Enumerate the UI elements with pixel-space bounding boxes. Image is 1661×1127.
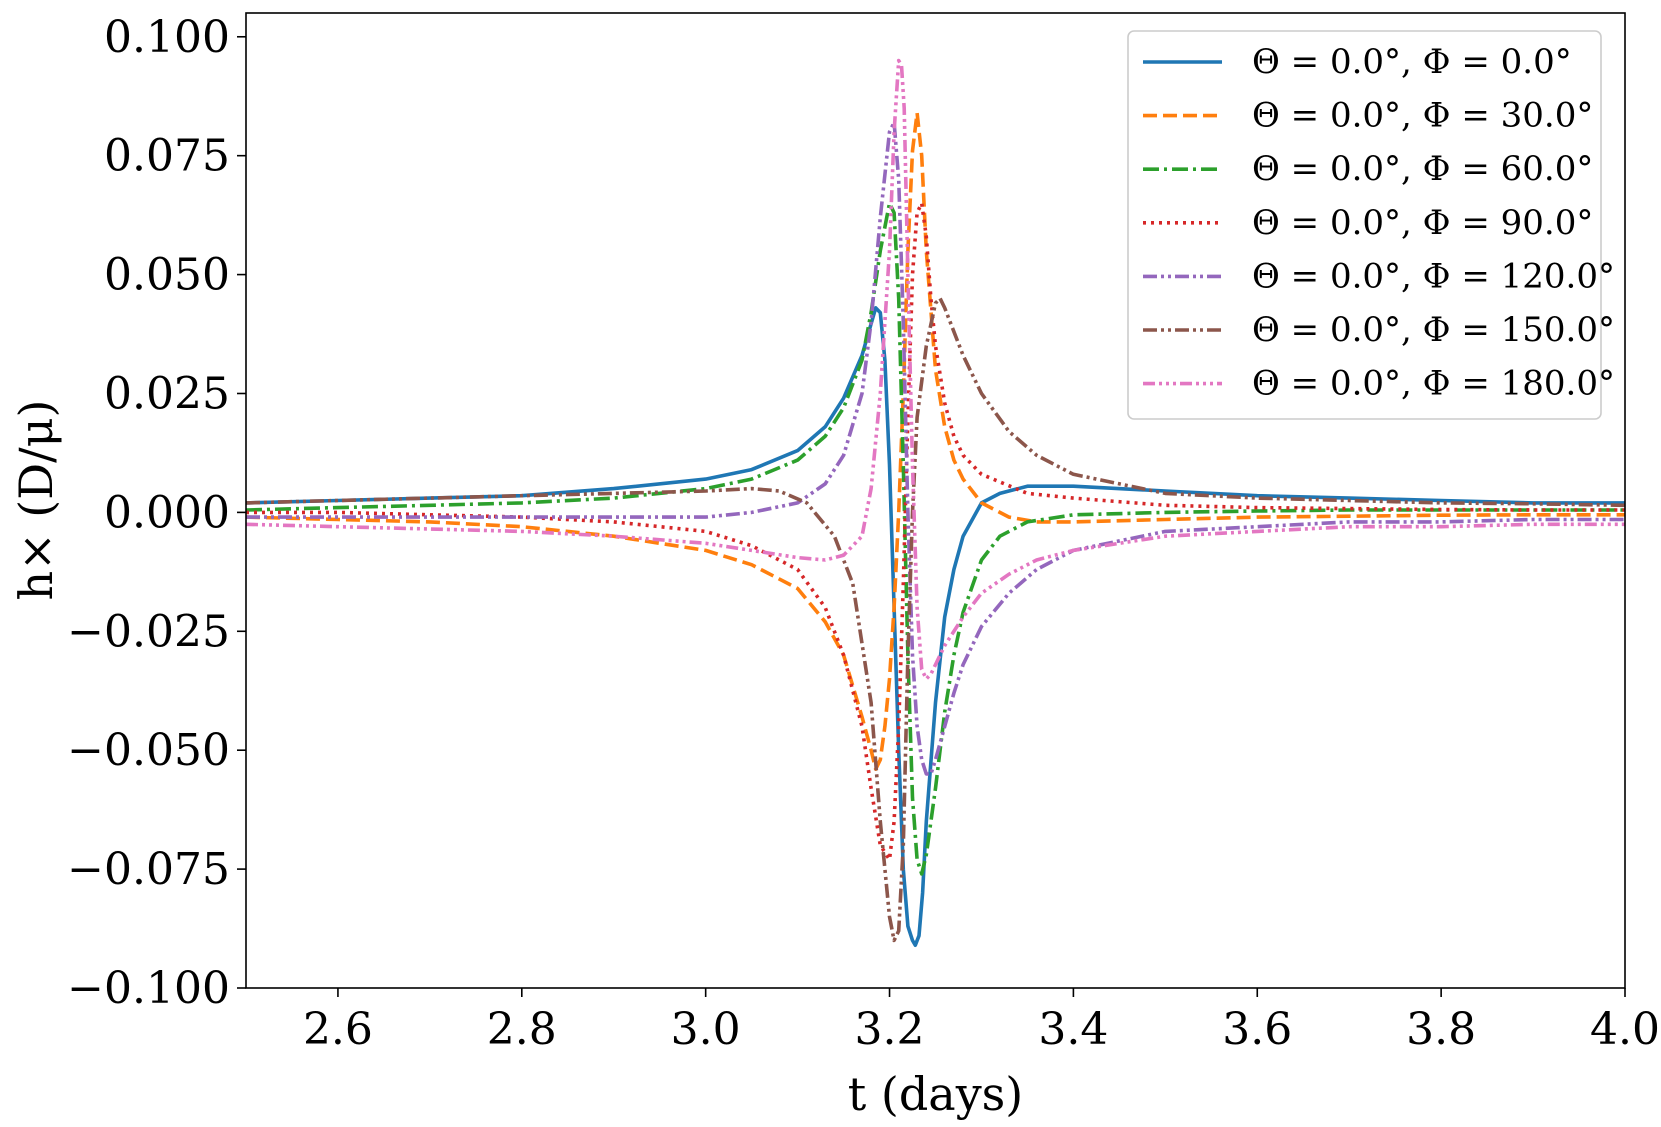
x-tick-label: 3.0 xyxy=(671,1004,741,1055)
series-line-1 xyxy=(246,306,1625,947)
legend-label-2: Θ = 0.0°, Φ = 30.0° xyxy=(1252,96,1593,136)
x-tick-label: 3.8 xyxy=(1406,1004,1476,1055)
legend-label-7: Θ = 0.0°, Φ = 180.0° xyxy=(1252,364,1615,404)
y-tick-label: 0.025 xyxy=(104,368,230,419)
legend: Θ = 0.0°, Φ = 0.0° Θ = 0.0°, Φ = 30.0° Θ =… xyxy=(1127,30,1615,420)
y-axis-label: h× (D/μ) xyxy=(9,400,63,601)
legend-box xyxy=(1127,30,1602,420)
x-tick-label: 2.6 xyxy=(303,1004,373,1055)
x-tick-label: 3.2 xyxy=(855,1004,925,1055)
series-line-6 xyxy=(246,296,1625,943)
y-tick-label: −0.025 xyxy=(67,606,230,657)
series-line-2 xyxy=(246,111,1625,771)
legend-label-6: Θ = 0.0°, Φ = 150.0° xyxy=(1252,310,1615,350)
series-layer xyxy=(246,58,1625,947)
y-tick-label: 0.100 xyxy=(104,12,230,63)
x-ticks: 2.6 2.8 3.0 3.2 3.4 3.6 3.8 4.0 xyxy=(303,988,1660,1055)
y-tick-label: 0.000 xyxy=(104,487,230,538)
x-tick-label: 2.8 xyxy=(487,1004,557,1055)
series-line-4 xyxy=(246,201,1625,862)
legend-label-4: Θ = 0.0°, Φ = 90.0° xyxy=(1252,203,1593,243)
x-tick-label: 4.0 xyxy=(1590,1004,1660,1055)
y-ticks: −0.100 −0.075 −0.050 −0.025 0.000 0.025 0.050 0… xyxy=(67,12,246,1014)
y-tick-label: 0.075 xyxy=(104,131,230,182)
x-tick-label: 3.6 xyxy=(1222,1004,1292,1055)
y-tick-label: −0.075 xyxy=(67,844,230,895)
series-line-3 xyxy=(246,201,1625,876)
plot-frame xyxy=(245,12,1626,989)
x-axis-label: t (days) xyxy=(848,1067,1023,1121)
legend-label-5: Θ = 0.0°, Φ = 120.0° xyxy=(1252,256,1615,296)
y-tick-label: 0.050 xyxy=(104,250,230,301)
x-tick-label: 3.4 xyxy=(1038,1004,1108,1055)
legend-label-1: Θ = 0.0°, Φ = 0.0° xyxy=(1252,42,1572,82)
y-tick-label: −0.100 xyxy=(67,963,230,1014)
y-tick-label: −0.050 xyxy=(67,725,230,776)
series-line-7 xyxy=(246,58,1625,681)
legend-label-3: Θ = 0.0°, Φ = 60.0° xyxy=(1252,149,1593,189)
